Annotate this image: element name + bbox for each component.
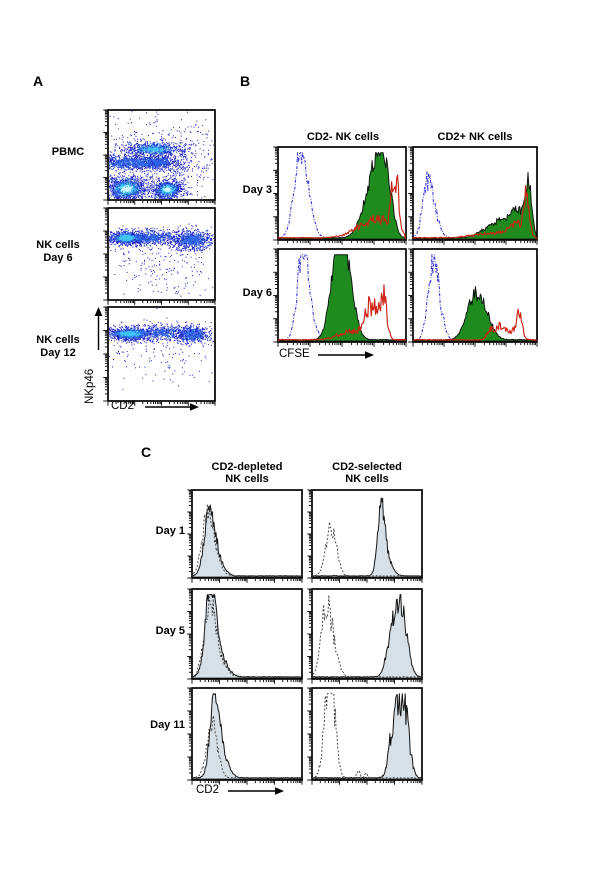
col-header-cd2-depleted: CD2-depleted NK cells: [195, 461, 299, 485]
x-axis-arrow-icon-panel-a: [145, 403, 199, 411]
col-header-cd2-depleted-line1: CD2-depleted: [211, 461, 283, 473]
row-label-nk-day6: NK cells Day 6: [26, 239, 90, 264]
dot-plot-pbmc: [103, 109, 216, 205]
y-axis-label-nkp46: NKp46: [84, 368, 96, 404]
histogram-day6-cd2neg: [273, 248, 407, 347]
x-axis-arrow-icon-panel-c: [228, 787, 284, 795]
histogram-day1-depleted: [187, 489, 303, 583]
row-label-nk-day12: NK cells Day 12: [26, 334, 90, 359]
x-axis-label-cd2-panel-a: CD2: [111, 400, 135, 412]
panel-b-letter: B: [240, 73, 251, 89]
panel-c-letter: C: [141, 444, 152, 460]
dot-plot-nk-day6: [103, 207, 216, 305]
histogram-day3-cd2neg: [273, 146, 407, 245]
row-label-nk-day12-line1: NK cells: [36, 334, 80, 346]
row-label-nk-day6-line1: NK cells: [36, 239, 80, 251]
col-header-cd2-selected-line1: CD2-selected: [332, 461, 402, 473]
row-label-day11: Day 11: [150, 719, 185, 731]
row-label-nk-day12-line2: Day 12: [40, 346, 76, 359]
histogram-day1-selected: [307, 489, 423, 583]
row-label-day5: Day 5: [155, 625, 185, 637]
histogram-day11-selected: [307, 687, 423, 785]
histogram-day5-selected: [307, 588, 423, 684]
col-header-cd2pos-nk: CD2+ NK cells: [437, 131, 513, 143]
col-header-cd2neg-nk: CD2- NK cells: [306, 131, 380, 143]
histogram-day5-depleted: [187, 588, 303, 684]
x-axis-arrow-icon-panel-b: [318, 351, 374, 359]
row-label-day6: Day 6: [242, 287, 272, 299]
col-header-cd2-selected: CD2-selected NK cells: [315, 461, 419, 485]
histogram-day3-cd2pos: [408, 146, 538, 245]
row-label-day1: Day 1: [155, 525, 185, 537]
row-label-pbmc: PBMC: [51, 146, 85, 158]
panel-a-letter: A: [33, 73, 44, 89]
row-label-day3: Day 3: [242, 184, 272, 196]
dot-plot-nk-day12: [103, 306, 216, 406]
col-header-cd2-selected-line2: NK cells: [345, 473, 389, 485]
row-label-nk-day6-line2: Day 6: [43, 251, 73, 264]
histogram-day6-cd2pos: [408, 248, 538, 347]
col-header-cd2-depleted-line2: NK cells: [225, 473, 269, 485]
y-axis-arrow-icon: [94, 307, 103, 350]
histogram-day11-depleted: [187, 687, 303, 785]
x-axis-label-cd2-panel-c: CD2: [196, 784, 220, 796]
x-axis-label-cfse: CFSE: [279, 348, 310, 360]
